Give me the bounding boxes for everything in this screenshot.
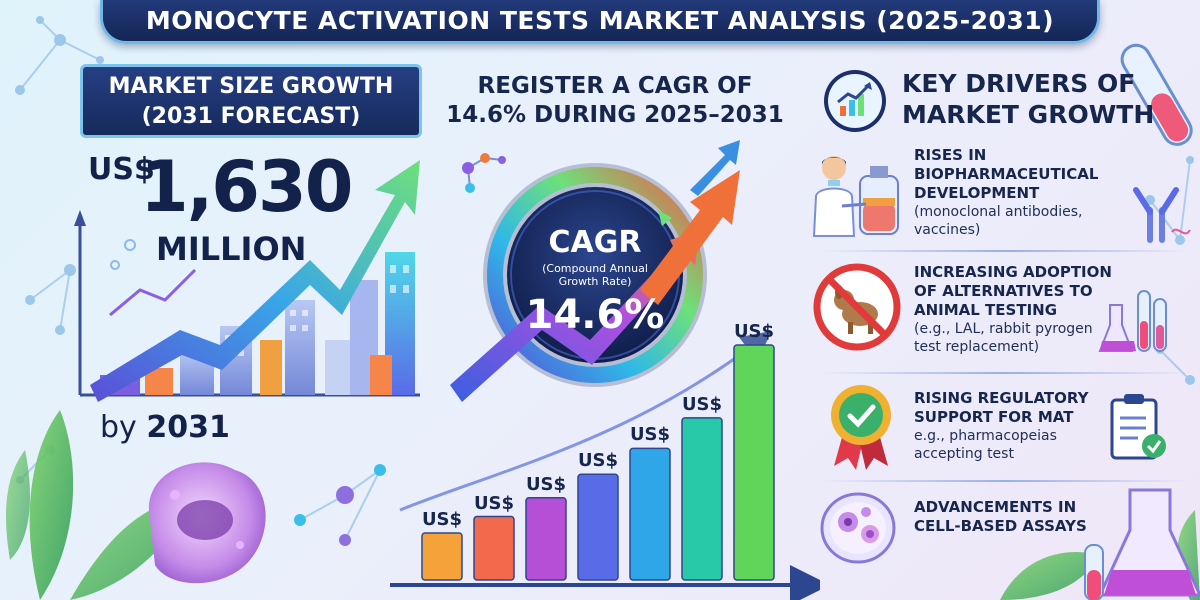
cagr-gauge-illustration	[450, 140, 740, 402]
driver-item-biopharma: RISES IN BIOPHARMACEUTICAL DEVELOPMENT (…	[914, 146, 1134, 239]
growth-bar	[421, 532, 463, 581]
bar-label: US$	[629, 424, 671, 446]
cell-petri-dish-icon	[820, 492, 896, 564]
growth-bar	[577, 473, 619, 581]
divider	[820, 480, 1190, 482]
divider	[820, 372, 1190, 374]
bar-label: US$	[733, 321, 775, 342]
key-drivers-heading: KEY DRIVERS OF MARKET GROWTH	[902, 69, 1155, 129]
market-size-value: 1,630	[140, 146, 353, 228]
bar-label: US$	[473, 492, 515, 514]
page-title: MONOCYTE ACTIVATION TESTS MARKET ANALYSI…	[145, 6, 1055, 35]
driver-title: ADVANCEMENTS IN CELL-BASED ASSAYS	[914, 498, 1087, 535]
antibody-icon	[1133, 187, 1191, 243]
clipboard-check-icon	[1110, 394, 1166, 460]
test-tube-icon	[1120, 43, 1193, 146]
monocyte-cell-icon	[148, 462, 266, 584]
market-size-heading-box: MARKET SIZE GROWTH (2031 FORECAST)	[80, 64, 422, 138]
driver-item-animal-alternatives: INCREASING ADOPTION OF ALTERNATIVES TO A…	[914, 263, 1144, 356]
growth-bar	[681, 417, 723, 581]
bar-label: US$	[577, 450, 619, 472]
gauge-title: CAGR	[548, 225, 642, 260]
gauge-value: 14.6%	[525, 292, 665, 338]
growth-bar	[733, 344, 775, 581]
test-tubes-icon	[1098, 290, 1167, 352]
city-growth-illustration	[74, 160, 420, 402]
bar-label: US$	[421, 509, 463, 530]
growth-bar	[473, 515, 515, 581]
forecast-year: by 2031	[100, 410, 230, 445]
market-size-currency: US$	[88, 152, 155, 187]
title-banner: MONOCYTE ACTIVATION TESTS MARKET ANALYSI…	[100, 0, 1100, 44]
driver-item-cell-assays: ADVANCEMENTS IN CELL-BASED ASSAYS	[914, 498, 1114, 536]
flask-icon	[1084, 488, 1200, 600]
driver-title: INCREASING ADOPTION OF ALTERNATIVES TO A…	[914, 263, 1112, 319]
market-size-heading: MARKET SIZE GROWTH	[108, 74, 394, 99]
driver-description: e.g., pharmacopeias accepting test	[914, 428, 1057, 462]
driver-title: RISES IN BIOPHARMACEUTICAL DEVELOPMENT	[914, 146, 1099, 202]
cagr-heading: REGISTER A CAGR OF 14.6% DURING 2025–203…	[446, 73, 784, 128]
bar-label: US$	[525, 473, 567, 495]
driver-title: RISING REGULATORY SUPPORT FOR MAT	[914, 389, 1089, 426]
growth-bar	[629, 447, 671, 581]
growth-chart-icon	[824, 70, 886, 132]
market-size-unit: MILLION	[156, 230, 307, 268]
driver-description: (e.g., LAL, rabbit pyrogen test replacem…	[914, 321, 1093, 355]
growth-bar	[525, 497, 567, 581]
lab-scientist-icon	[812, 156, 899, 237]
market-size-subheading: (2031 FORECAST)	[141, 104, 361, 129]
driver-description: (monoclonal antibodies, vaccines)	[914, 204, 1083, 238]
cagr-gauge-label: CAGR (Compound Annual Growth Rate) 14.6%	[520, 225, 670, 338]
bar-label: US$	[681, 393, 723, 415]
divider	[820, 250, 1190, 252]
bar-growth-chart	[390, 330, 820, 600]
no-animal-testing-icon	[813, 263, 901, 351]
gauge-subtitle: (Compound Annual Growth Rate)	[542, 262, 648, 288]
approval-badge-icon	[831, 385, 891, 470]
driver-item-regulatory: RISING REGULATORY SUPPORT FOR MAT e.g., …	[914, 389, 1114, 463]
